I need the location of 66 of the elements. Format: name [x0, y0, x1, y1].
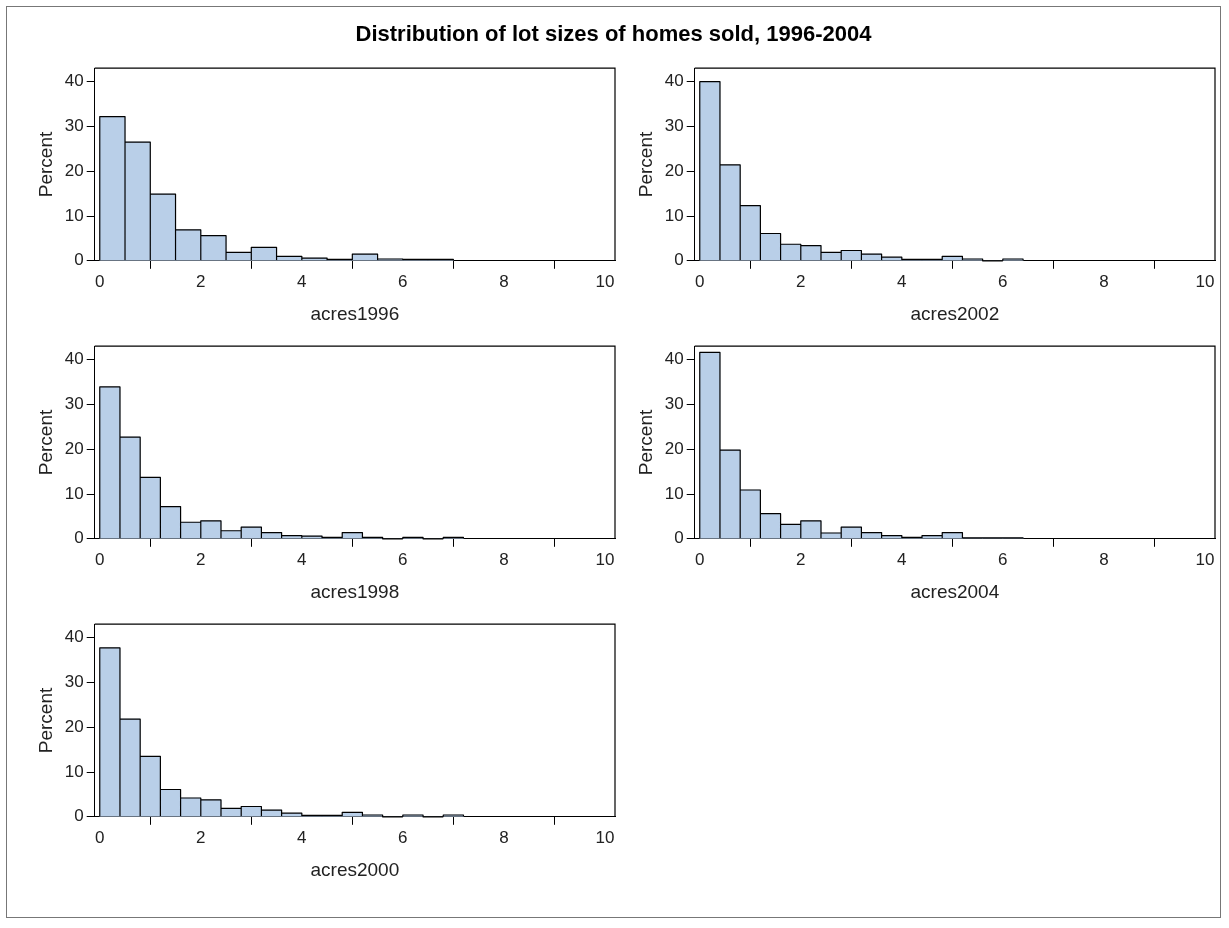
x-tick-label: 4	[297, 549, 307, 569]
x-tick-label: 0	[695, 549, 705, 569]
y-axis-title: Percent	[34, 131, 56, 198]
y-tick-label: 0	[74, 528, 84, 548]
y-tick-label: 10	[664, 483, 684, 503]
y-tick-label: 10	[64, 761, 84, 781]
x-tick-label: 4	[897, 271, 907, 291]
x-tick-label: 10	[595, 549, 615, 569]
x-axis-title: acres2000	[310, 858, 400, 880]
x-tick-label: 10	[1195, 549, 1215, 569]
x-tick-label: 10	[595, 827, 615, 847]
x-axis-title: acres1998	[310, 580, 400, 602]
x-axis-title: acres2002	[910, 302, 1000, 324]
y-tick-label: 0	[674, 250, 684, 270]
chart-title: Distribution of lot sizes of homes sold, 1996-2004	[354, 21, 873, 47]
x-tick-label: 10	[1195, 271, 1215, 291]
x-tick-label: 2	[196, 549, 206, 569]
x-tick-label: 8	[1099, 271, 1109, 291]
x-tick-label: 6	[998, 549, 1008, 569]
y-tick-label: 20	[664, 160, 684, 180]
x-tick-label: 4	[297, 827, 307, 847]
x-tick-label: 2	[196, 827, 206, 847]
y-tick-label: 30	[664, 116, 684, 136]
x-tick-label: 0	[695, 271, 705, 291]
y-tick-label: 20	[64, 160, 84, 180]
x-tick-label: 2	[796, 271, 806, 291]
y-tick-label: 20	[64, 716, 84, 736]
x-tick-label: 4	[897, 549, 907, 569]
x-tick-label: 0	[95, 827, 105, 847]
y-tick-label: 40	[64, 349, 84, 369]
x-tick-label: 8	[499, 549, 509, 569]
x-tick-label: 6	[398, 827, 408, 847]
x-tick-label: 2	[196, 271, 206, 291]
y-tick-label: 10	[64, 483, 84, 503]
y-tick-label: 10	[64, 205, 84, 225]
x-tick-label: 8	[499, 271, 509, 291]
y-tick-label: 40	[664, 71, 684, 91]
x-tick-label: 2	[796, 549, 806, 569]
x-tick-label: 6	[398, 271, 408, 291]
y-tick-label: 30	[64, 672, 84, 692]
x-axis-title: acres2004	[910, 580, 1000, 602]
y-axis-title: Percent	[34, 409, 56, 476]
y-tick-label: 20	[664, 438, 684, 458]
x-tick-label: 8	[499, 827, 509, 847]
y-tick-label: 40	[664, 349, 684, 369]
x-tick-label: 4	[297, 271, 307, 291]
y-tick-label: 10	[664, 205, 684, 225]
y-tick-label: 20	[64, 438, 84, 458]
y-axis-title: Percent	[634, 409, 656, 476]
x-tick-label: 6	[998, 271, 1008, 291]
x-tick-label: 10	[595, 271, 615, 291]
y-tick-label: 30	[64, 116, 84, 136]
y-axis-title: Percent	[634, 131, 656, 198]
y-tick-label: 0	[74, 806, 84, 826]
x-axis-title: acres1996	[310, 302, 400, 324]
x-tick-label: 0	[95, 271, 105, 291]
y-tick-label: 30	[664, 394, 684, 414]
x-tick-label: 6	[398, 549, 408, 569]
x-tick-label: 8	[1099, 549, 1109, 569]
y-tick-label: 0	[674, 528, 684, 548]
y-tick-label: 0	[74, 250, 84, 270]
y-tick-label: 40	[64, 627, 84, 647]
x-tick-label: 0	[95, 549, 105, 569]
y-tick-label: 40	[64, 71, 84, 91]
y-tick-label: 30	[64, 394, 84, 414]
y-axis-title: Percent	[34, 687, 56, 754]
